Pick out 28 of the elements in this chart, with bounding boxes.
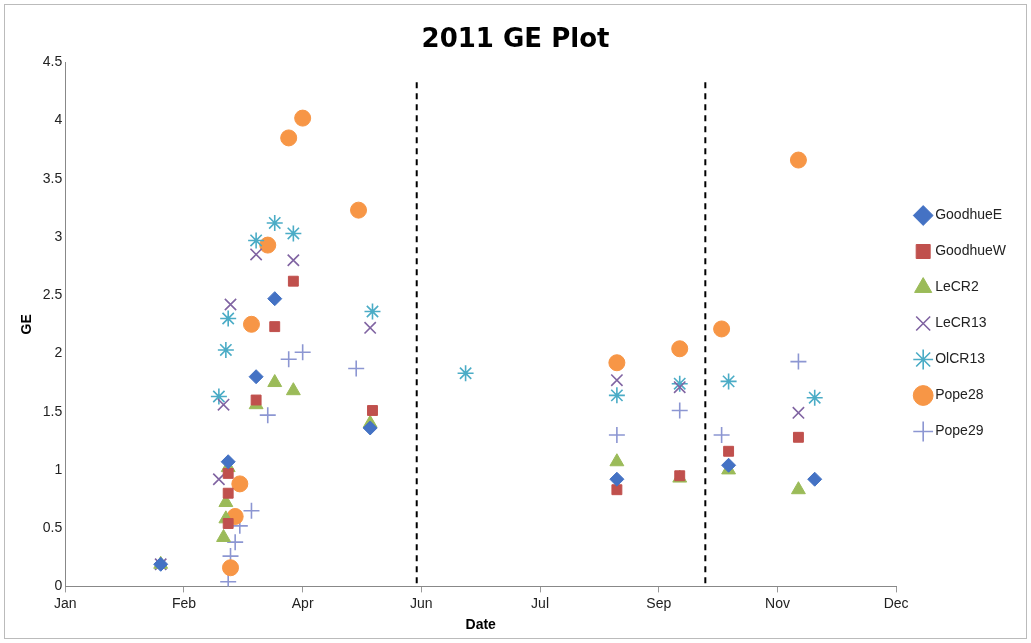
y-tick-label: 1.5 [42,402,63,419]
y-tick-label: 4 [54,111,63,128]
y-tick-label: 2 [54,344,63,361]
y-tick-label: 0.5 [42,519,63,536]
x-tick-label: Feb [171,594,197,611]
x-tick-label: Jan [53,594,77,611]
y-tick-label: 3 [54,227,63,244]
y-tick-label: 2.5 [42,286,63,303]
x-tick-label: Apr [291,594,314,611]
y-tick-label: 0 [54,577,63,594]
x-tick-label: Nov [765,594,790,611]
y-tick-label: 4.5 [42,53,63,70]
legend-label: GoodhueW [935,242,1007,259]
legend-label: LeCR13 [935,314,987,331]
legend-label: GoodhueE [935,206,1003,223]
chart-title: 2011 GE Plot [421,23,610,54]
y-axis-title: GE [18,314,35,335]
x-tick-label: Jul [531,594,550,611]
legend-label: LeCR2 [935,278,979,295]
legend-label: Pope28 [935,386,984,403]
x-tick-label: Sep [646,594,672,611]
y-tick-label: 1 [54,460,63,477]
x-tick-label: Jun [410,594,433,611]
x-axis-title: Date [465,616,497,633]
legend-label: Pope29 [935,422,984,439]
legend-label: OlCR13 [935,350,986,367]
y-tick-label: 3.5 [42,169,63,186]
x-tick-label: Dec [883,594,909,611]
